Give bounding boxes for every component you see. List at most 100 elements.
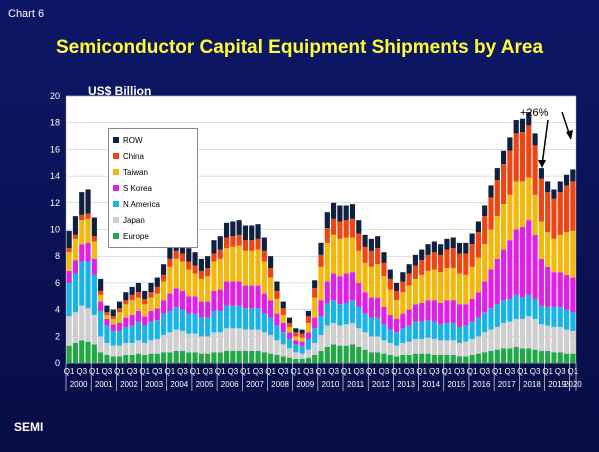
bar-segment bbox=[205, 268, 211, 277]
bar-segment bbox=[305, 338, 311, 350]
bar-segment bbox=[167, 245, 173, 259]
bar-segment bbox=[318, 350, 324, 363]
bar-segment bbox=[274, 354, 280, 363]
bar-segment bbox=[551, 189, 557, 199]
bar-segment bbox=[331, 218, 337, 235]
bar-segment bbox=[186, 352, 192, 363]
bar-segment bbox=[305, 349, 311, 358]
x-tick-label: Q1 bbox=[190, 367, 201, 376]
bar-segment bbox=[79, 244, 85, 262]
bar-segment bbox=[343, 273, 349, 303]
bar-segment bbox=[211, 310, 217, 333]
bar-segment bbox=[161, 300, 167, 314]
bar-segment bbox=[488, 308, 494, 330]
bar-segment bbox=[501, 150, 507, 165]
bar-segment bbox=[368, 336, 374, 353]
bar-segment bbox=[349, 322, 356, 345]
bar-segment bbox=[412, 321, 419, 339]
bar-segment bbox=[129, 286, 135, 295]
x-year-label: 2016 bbox=[473, 380, 491, 389]
bar-segment bbox=[135, 321, 141, 341]
bar-segment bbox=[419, 321, 425, 339]
bar-segment bbox=[154, 353, 160, 363]
bar-segment bbox=[362, 246, 368, 263]
bar-segment bbox=[85, 189, 91, 214]
bar-segment bbox=[293, 358, 299, 363]
bar-segment bbox=[563, 174, 570, 186]
bar-segment bbox=[356, 346, 362, 363]
bar-segment bbox=[444, 268, 450, 301]
bar-segment bbox=[444, 300, 450, 323]
bar-segment bbox=[450, 300, 456, 323]
bar-segment bbox=[312, 288, 318, 298]
bar-segment bbox=[570, 312, 576, 331]
bar-segment bbox=[431, 269, 437, 301]
x-tick-label: Q1 bbox=[391, 367, 402, 376]
bar-segment bbox=[129, 342, 135, 355]
bar-segment bbox=[501, 204, 507, 250]
bar-segment bbox=[280, 322, 286, 333]
bar-segment bbox=[563, 309, 570, 330]
bar-segment bbox=[217, 258, 223, 290]
bar-segment bbox=[425, 270, 431, 301]
bar-segment bbox=[66, 345, 72, 363]
bar-segment bbox=[198, 258, 204, 271]
bar-segment bbox=[142, 316, 148, 326]
bar-segment bbox=[98, 336, 104, 353]
bar-segment bbox=[337, 304, 343, 326]
bar-segment bbox=[186, 296, 192, 314]
bar-segment bbox=[85, 341, 91, 363]
bar-segment bbox=[375, 248, 381, 265]
bar-segment bbox=[444, 238, 450, 250]
legend-swatch bbox=[113, 217, 119, 223]
bar-segment bbox=[412, 338, 419, 354]
x-year-label: 2008 bbox=[271, 380, 289, 389]
bar-segment bbox=[312, 342, 318, 355]
bar-segment bbox=[167, 310, 173, 333]
legend-label: Europe bbox=[123, 231, 149, 241]
x-year-label: 2011 bbox=[347, 380, 365, 389]
bar-segment bbox=[104, 312, 110, 315]
x-tick-label: Q3 bbox=[429, 367, 440, 376]
bar-segment bbox=[545, 232, 551, 267]
bar-segment bbox=[538, 168, 544, 179]
x-year-label: 2002 bbox=[120, 380, 138, 389]
bar-segment bbox=[211, 290, 217, 311]
bar-segment bbox=[393, 282, 400, 291]
bar-segment bbox=[463, 325, 469, 342]
y-tick-label: 16 bbox=[50, 144, 60, 154]
annotation-arrowhead-left bbox=[538, 160, 546, 168]
bar-segment bbox=[501, 348, 507, 363]
bar-segment bbox=[501, 300, 507, 323]
bar-segment bbox=[123, 342, 129, 355]
bar-segment bbox=[129, 354, 135, 363]
bar-segment bbox=[507, 240, 513, 299]
y-tick-label: 6 bbox=[55, 278, 60, 288]
bar-segment bbox=[356, 250, 362, 283]
bar-segment bbox=[280, 344, 286, 357]
bar-segment bbox=[381, 276, 387, 307]
bar-segment bbox=[293, 332, 299, 337]
bar-segment bbox=[381, 306, 387, 325]
bar-segment bbox=[368, 352, 374, 363]
bar-segment bbox=[356, 328, 362, 347]
x-tick-label: Q3 bbox=[328, 367, 339, 376]
bar-segment bbox=[91, 241, 97, 259]
bar-segment bbox=[475, 257, 481, 293]
bar-segment bbox=[299, 358, 305, 363]
bar-segment bbox=[135, 310, 141, 322]
legend-item: China bbox=[113, 148, 193, 164]
bar-segment bbox=[526, 220, 532, 295]
bar-segment bbox=[425, 244, 431, 255]
bar-segment bbox=[545, 192, 551, 233]
bar-segment bbox=[507, 194, 513, 241]
bar-segment bbox=[123, 354, 129, 363]
bar-segment bbox=[324, 228, 330, 243]
bar-segment bbox=[563, 274, 570, 310]
bar-segment bbox=[488, 185, 494, 198]
x-year-label: 2006 bbox=[221, 380, 239, 389]
bar-segment bbox=[324, 325, 330, 347]
bar-segment bbox=[255, 249, 261, 286]
bar-segment bbox=[110, 324, 116, 331]
